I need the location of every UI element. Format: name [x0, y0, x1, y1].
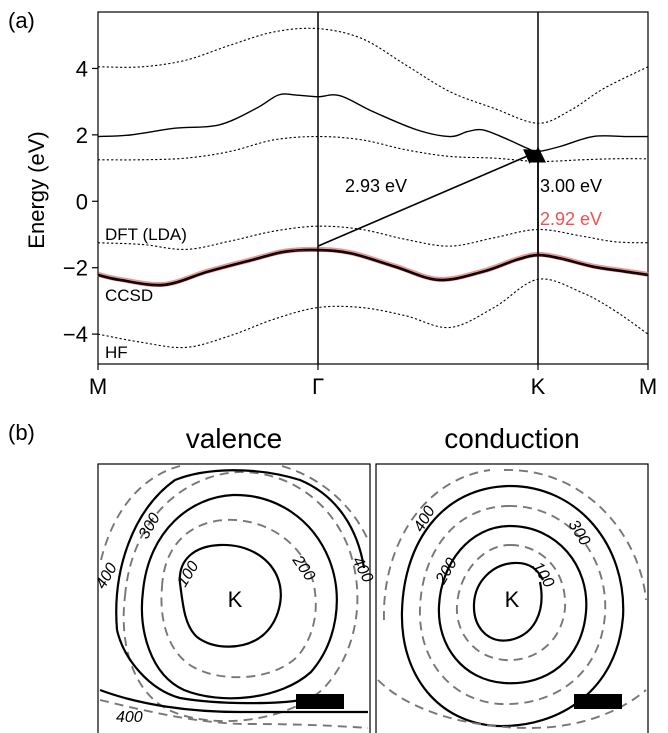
annotation-ccsd-gap: 2.92 eV [540, 209, 602, 229]
scale-bar-valence [296, 694, 344, 709]
valence-contour-350b [282, 466, 368, 540]
band-line-1-0 [98, 28, 648, 123]
conduction-label-100: 100 [529, 559, 558, 591]
y-axis-label: Energy (eV) [24, 131, 49, 248]
y-tick-label-2: 0 [76, 189, 88, 214]
panel-label-b: (b) [8, 420, 35, 445]
contour-panel: valence conduction K 100 200 300 400 400… [93, 423, 648, 733]
y-tick-label-3: 2 [76, 123, 88, 148]
valence-label-100: 100 [174, 558, 203, 590]
valence-label-400-right: 400 [348, 554, 376, 586]
x-tick-label-2: K [531, 374, 546, 399]
contour-valence: K 100 200 300 400 400 400 [93, 464, 376, 733]
method-label-hf: HF [105, 343, 128, 362]
x-tick-label-3: M [639, 374, 657, 399]
band-line-0-0 [98, 94, 648, 152]
contour-title-valence: valence [186, 423, 283, 454]
panel-label-a: (a) [8, 8, 35, 33]
band-line-2-0 [98, 137, 648, 162]
valence-label-400-bottom: 400 [116, 709, 143, 726]
y-tick-label-0: −4 [63, 322, 88, 347]
transition-arrow-0 [318, 151, 538, 246]
y-tick-label-1: −2 [63, 256, 88, 281]
valence-contour-350 [101, 466, 180, 560]
annotation-direct-gap: 3.00 eV [540, 176, 602, 196]
annotation-indirect-gap: 2.93 eV [345, 176, 407, 196]
band-line-1-1 [98, 279, 648, 348]
method-label-dft: DFT (LDA) [105, 225, 187, 244]
contour-title-conduction: conduction [444, 423, 579, 454]
scale-bar-conduction [574, 694, 622, 709]
conduction-label-200: 200 [432, 555, 461, 588]
x-tick-label-1: Γ [312, 374, 324, 399]
y-tick-label-4: 4 [76, 56, 88, 81]
conduction-label-300: 300 [565, 517, 594, 549]
transition-arrows [318, 150, 538, 255]
k-point-label-valence: K [228, 587, 243, 612]
contour-conduction: K 100 200 300 400 [376, 464, 648, 733]
method-label-ccsd: CCSD [105, 286, 153, 305]
ccsd-band-shade [98, 249, 648, 284]
valence-label-200: 200 [288, 552, 318, 585]
k-point-label-conduction: K [505, 587, 520, 612]
x-tick-label-0: M [89, 374, 107, 399]
y-axis-ticks: −4 −2 0 2 4 [63, 56, 98, 347]
